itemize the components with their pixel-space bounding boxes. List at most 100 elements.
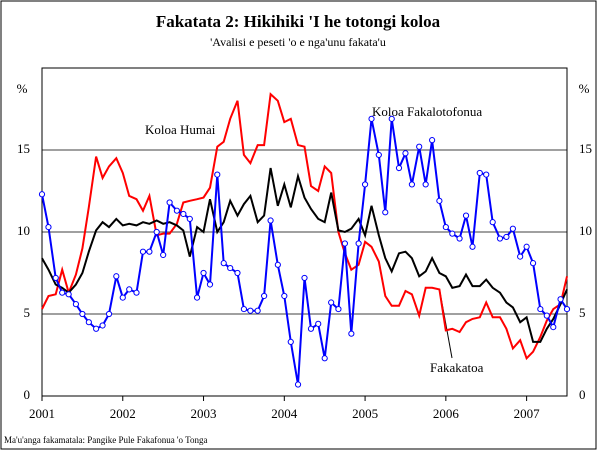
- data-point: [234, 269, 241, 277]
- data-point: [287, 338, 294, 345]
- data-point: [93, 325, 100, 332]
- data-point: [462, 212, 470, 219]
- y-tick-label: 15: [17, 141, 30, 156]
- data-point: [160, 251, 167, 259]
- chart-subtitle: 'Avalisi e peseti 'o e nga'unu fakata'u: [210, 35, 386, 49]
- data-point: [328, 299, 335, 306]
- data-point: [529, 260, 537, 267]
- data-point: [294, 381, 302, 388]
- data-point: [550, 324, 557, 331]
- series-line: [41, 167, 568, 343]
- data-point: [52, 274, 59, 282]
- data-point: [382, 209, 389, 216]
- source-note: Ma'u'anga fakamatala: Pangike Pule Fakaf…: [4, 435, 208, 445]
- data-point: [38, 191, 46, 198]
- data-point: [395, 164, 403, 172]
- data-point: [436, 197, 443, 204]
- data-point: [563, 305, 571, 313]
- data-point: [99, 322, 106, 329]
- data-point: [247, 307, 254, 314]
- series-label: Koloa Humai: [145, 122, 216, 137]
- data-point: [422, 181, 429, 188]
- chart-title: Fakatata 2: Hikihiki 'I he totongi koloa: [156, 12, 441, 31]
- series-label: Koloa Fakalotofonua: [372, 104, 482, 119]
- x-tick-label: 2001: [29, 406, 55, 421]
- data-point: [557, 296, 564, 303]
- data-point: [139, 248, 147, 255]
- y-axis-unit: %: [17, 81, 28, 96]
- data-point: [375, 151, 382, 159]
- y2-tick-label: 0: [579, 387, 586, 402]
- data-point: [456, 235, 463, 242]
- data-point: [509, 225, 516, 232]
- data-point: [503, 233, 510, 241]
- data-point: [113, 273, 120, 280]
- data-point: [496, 235, 504, 242]
- data-point: [469, 243, 476, 250]
- y2-axis-unit: %: [579, 81, 590, 96]
- data-point: [416, 143, 423, 150]
- data-point: [429, 137, 436, 144]
- data-point: [166, 199, 173, 206]
- data-point: [388, 115, 395, 122]
- y-tick-label: 0: [24, 387, 31, 402]
- data-point: [227, 264, 234, 272]
- data-point: [523, 243, 530, 250]
- y2-tick-label: 5: [579, 305, 586, 320]
- data-point: [442, 223, 449, 231]
- data-point: [85, 319, 92, 326]
- data-point: [193, 294, 201, 301]
- data-point: [476, 169, 483, 177]
- y-tick-label: 5: [24, 305, 31, 320]
- data-point: [153, 228, 160, 236]
- y2-tick-label: 15: [579, 141, 592, 156]
- data-point: [79, 310, 86, 318]
- y-tick-label: 10: [17, 223, 30, 238]
- data-point: [301, 274, 308, 282]
- data-point: [341, 240, 348, 247]
- data-point: [402, 150, 409, 157]
- data-point: [361, 181, 369, 188]
- data-point: [274, 261, 281, 268]
- data-point: [449, 230, 456, 237]
- data-point: [220, 260, 227, 267]
- data-point: [214, 171, 221, 178]
- data-point: [200, 269, 207, 277]
- x-tick-label: 2004: [271, 406, 298, 421]
- data-point: [119, 294, 126, 301]
- data-point: [254, 307, 261, 314]
- data-point: [335, 305, 342, 313]
- data-point: [315, 320, 322, 327]
- data-point: [261, 292, 268, 300]
- data-point: [543, 312, 550, 319]
- x-tick-label: 2002: [110, 406, 136, 421]
- data-point: [45, 223, 52, 231]
- data-point: [408, 181, 416, 188]
- data-point: [517, 253, 524, 260]
- data-point: [537, 305, 544, 313]
- x-tick-label: 2005: [352, 406, 378, 421]
- data-point: [355, 240, 362, 247]
- data-point: [206, 281, 214, 288]
- data-point: [240, 305, 248, 313]
- data-point: [368, 115, 375, 122]
- data-point: [173, 207, 180, 214]
- data-point: [321, 355, 328, 362]
- x-tick-label: 2006: [433, 406, 460, 421]
- data-point: [281, 292, 288, 300]
- data-point: [348, 330, 355, 337]
- x-tick-label: 2007: [514, 406, 541, 421]
- data-point: [146, 248, 153, 255]
- data-point: [65, 291, 72, 298]
- data-point: [489, 219, 496, 226]
- x-tick-label: 2003: [191, 406, 217, 421]
- data-point: [105, 310, 113, 318]
- data-point: [126, 286, 133, 293]
- series-label: Fakakatoa: [430, 360, 484, 375]
- data-point: [133, 289, 140, 296]
- data-point: [483, 171, 490, 178]
- data-point: [180, 210, 187, 218]
- y2-tick-label: 10: [579, 223, 592, 238]
- data-point: [307, 325, 315, 332]
